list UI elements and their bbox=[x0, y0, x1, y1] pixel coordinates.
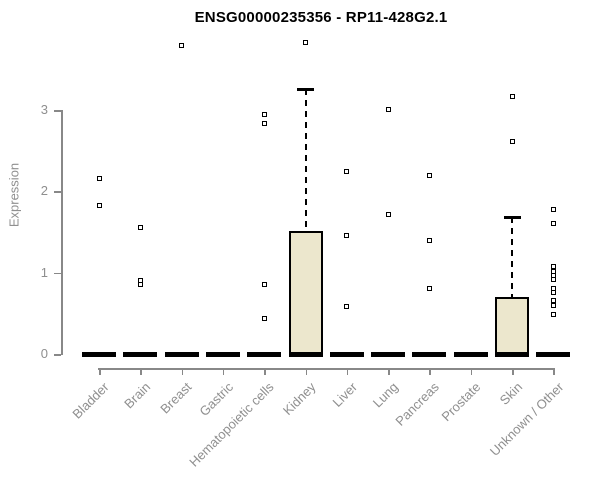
median-line bbox=[123, 352, 158, 357]
median-line bbox=[164, 352, 199, 357]
outlier-point bbox=[303, 40, 308, 45]
median-line bbox=[82, 352, 116, 357]
outlier-point bbox=[179, 43, 185, 49]
outlier-point bbox=[344, 303, 350, 309]
outlier-point bbox=[261, 120, 267, 126]
x-tick-label: Bladder bbox=[69, 379, 112, 422]
y-tick bbox=[54, 354, 61, 356]
median-line bbox=[412, 352, 447, 357]
outlier-point bbox=[385, 106, 391, 112]
y-tick-label: 0 bbox=[40, 346, 48, 361]
y-axis-line bbox=[61, 110, 63, 356]
outlier-point bbox=[96, 175, 102, 181]
x-tick-label: Skin bbox=[496, 379, 525, 408]
x-tick bbox=[346, 368, 349, 375]
x-tick bbox=[264, 368, 266, 375]
outlier-point bbox=[550, 297, 556, 303]
median-line bbox=[536, 352, 571, 357]
outlier-point bbox=[261, 282, 267, 288]
median-line bbox=[495, 352, 529, 357]
outlier-point bbox=[550, 268, 556, 274]
y-tick bbox=[54, 272, 61, 275]
median-line bbox=[453, 352, 488, 357]
x-tick-label: Brain bbox=[121, 379, 154, 412]
x-tick-label: Prostate bbox=[438, 379, 484, 425]
whisker-line bbox=[304, 88, 307, 232]
median-line bbox=[288, 352, 323, 357]
whisker-line bbox=[511, 216, 513, 298]
x-tick-label: Gastric bbox=[196, 379, 236, 420]
y-tick bbox=[54, 110, 61, 112]
x-tick bbox=[470, 368, 473, 375]
x-axis-line bbox=[97, 368, 555, 370]
median-line bbox=[371, 352, 406, 357]
y-tick bbox=[54, 191, 61, 193]
y-tick-label: 3 bbox=[40, 102, 48, 117]
y-tick-label: 1 bbox=[40, 264, 48, 280]
x-tick-label: Unknown / Other bbox=[486, 379, 567, 459]
x-tick bbox=[388, 368, 390, 375]
outlier-point bbox=[96, 203, 102, 209]
median-line bbox=[329, 352, 364, 357]
x-tick-label: Liver bbox=[329, 379, 360, 410]
outlier-point bbox=[261, 315, 267, 321]
x-tick-label: Pancreas bbox=[392, 379, 443, 429]
chart-title: ENSG00000235356 - RP11-428G2.1 bbox=[194, 9, 448, 26]
outlier-point bbox=[550, 302, 556, 308]
outlier-point bbox=[550, 277, 556, 283]
x-tick bbox=[512, 368, 514, 375]
outlier-point bbox=[550, 311, 556, 317]
x-tick-label: Kidney bbox=[279, 379, 319, 419]
outlier-point bbox=[550, 263, 556, 269]
median-line bbox=[247, 352, 282, 357]
outlier-point bbox=[261, 112, 267, 118]
outlier-point bbox=[550, 289, 556, 295]
outlier-point bbox=[344, 168, 350, 174]
y-tick-label: 2 bbox=[40, 183, 48, 199]
outlier-point bbox=[385, 211, 391, 217]
box bbox=[495, 297, 529, 357]
x-tick bbox=[553, 368, 555, 375]
x-tick bbox=[429, 368, 431, 375]
x-tick-label: Lung bbox=[369, 379, 402, 411]
median-line bbox=[205, 352, 240, 357]
outlier-point bbox=[426, 238, 432, 244]
whisker-cap bbox=[297, 87, 314, 91]
x-tick bbox=[140, 368, 142, 375]
outlier-point bbox=[426, 285, 432, 291]
x-tick bbox=[222, 368, 225, 375]
x-tick bbox=[99, 368, 101, 375]
outlier-point bbox=[550, 220, 556, 226]
outlier-point bbox=[509, 139, 515, 145]
x-tick bbox=[181, 368, 184, 375]
outlier-point bbox=[509, 93, 515, 99]
box bbox=[288, 231, 323, 357]
x-tick bbox=[305, 368, 307, 375]
whisker-cap bbox=[503, 215, 521, 219]
outlier-point bbox=[344, 232, 350, 238]
x-tick-label: Breast bbox=[157, 379, 195, 417]
outlier-point bbox=[426, 172, 432, 178]
outlier-point bbox=[137, 282, 143, 288]
outlier-point bbox=[550, 206, 556, 212]
outlier-point bbox=[137, 225, 143, 231]
